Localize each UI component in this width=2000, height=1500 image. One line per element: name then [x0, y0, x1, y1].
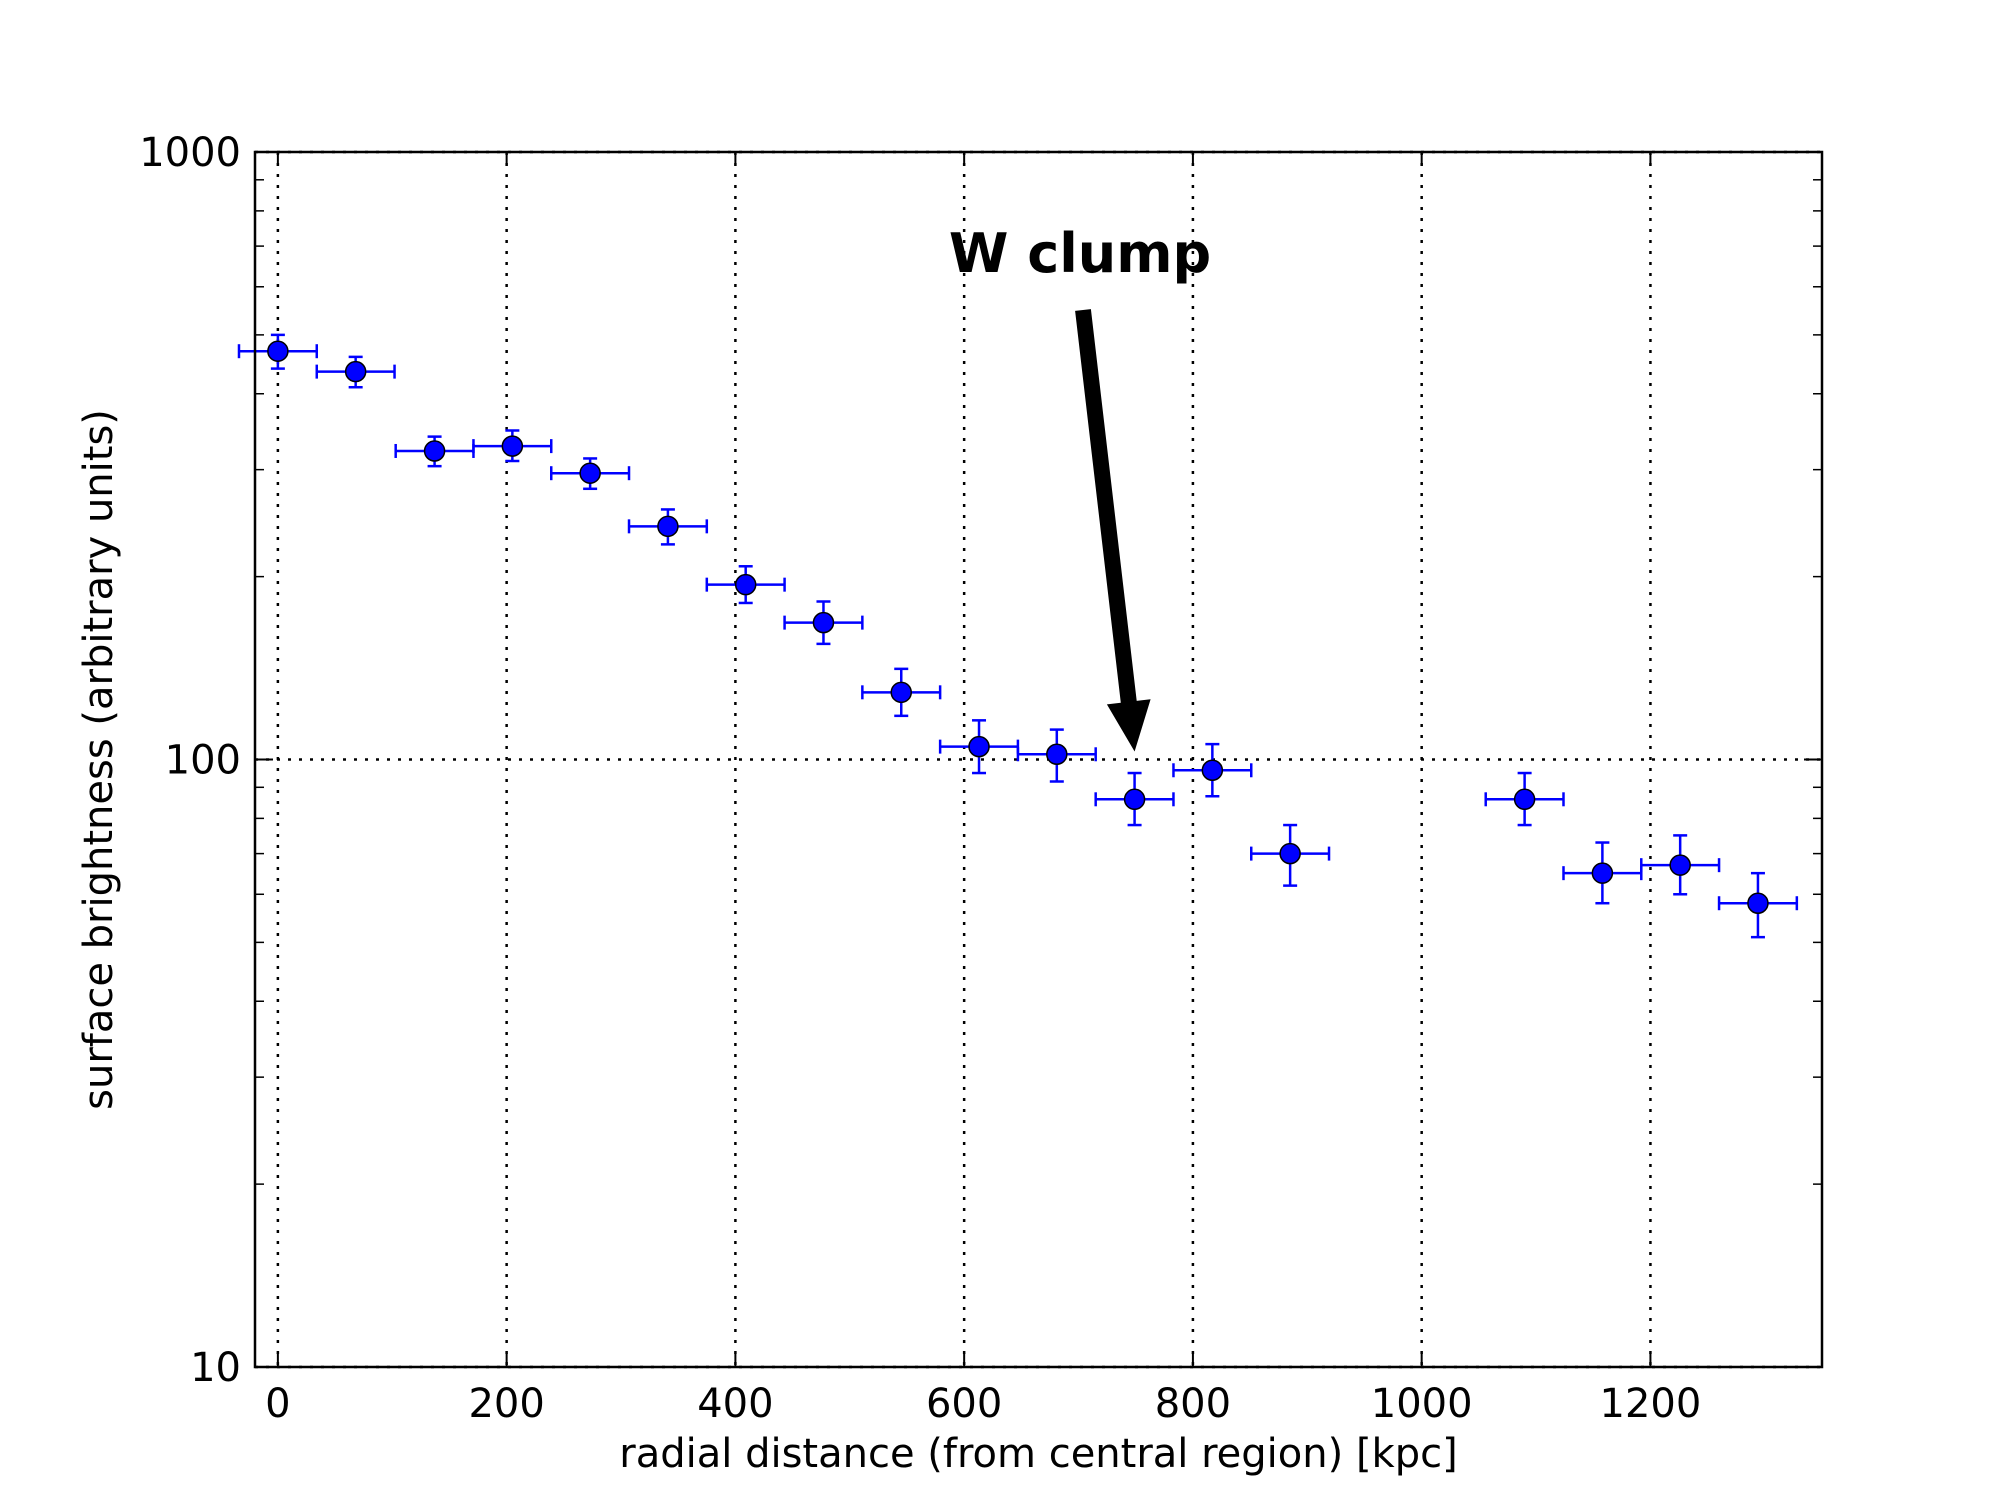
- x-axis-label: radial distance (from central region) [k…: [619, 1431, 1457, 1477]
- error-bars: [237, 333, 1799, 939]
- data-point: [1123, 788, 1146, 811]
- annotation-group: W clump: [949, 222, 1211, 752]
- data-point: [812, 611, 835, 634]
- x-tick-label: 0: [265, 1381, 290, 1427]
- data-point: [1201, 759, 1224, 782]
- annotation-text: W clump: [949, 222, 1211, 285]
- y-axis-label: surface brightness (arbitrary units): [76, 409, 122, 1110]
- tick-labels: 0 200 400 600 800 1000 1200 10 100 1000: [139, 130, 1701, 1427]
- data-point: [423, 440, 446, 462]
- data-point: [734, 573, 757, 596]
- data-point: [1513, 788, 1536, 811]
- x-tick-label: 1200: [1600, 1381, 1702, 1427]
- data-point: [344, 360, 367, 383]
- grid-lines: [255, 150, 1822, 1369]
- x-tick-label: 1000: [1371, 1381, 1473, 1427]
- x-tick-label: 400: [697, 1381, 773, 1427]
- data-point: [968, 735, 990, 758]
- data-point: [1669, 854, 1691, 876]
- y-tick-label: 1000: [139, 130, 241, 176]
- data-point: [657, 515, 679, 538]
- data-point: [1279, 842, 1301, 865]
- y-tick-label: 10: [190, 1345, 241, 1391]
- data-points: [267, 340, 1769, 914]
- plot-frame: [253, 150, 1824, 1369]
- data-point: [579, 462, 601, 484]
- data-point: [1591, 862, 1614, 884]
- data-point: [267, 340, 289, 362]
- x-tick-label: 600: [926, 1381, 1002, 1427]
- annotation-arrow: [1075, 309, 1151, 752]
- data-point: [1046, 743, 1068, 766]
- y-tick-label: 100: [165, 738, 241, 784]
- data-point: [1747, 892, 1769, 914]
- x-tick-label: 800: [1155, 1381, 1231, 1427]
- x-tick-label: 200: [468, 1381, 544, 1427]
- data-point: [501, 435, 524, 457]
- data-point: [890, 681, 912, 704]
